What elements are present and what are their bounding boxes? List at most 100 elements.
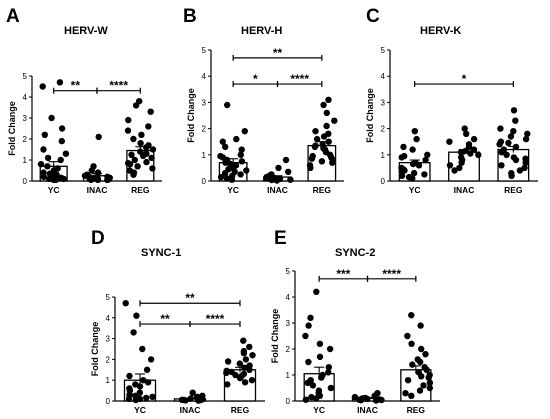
data-point bbox=[262, 175, 270, 182]
y-tick-label: 0 bbox=[23, 177, 28, 186]
data-point bbox=[409, 160, 417, 168]
data-point bbox=[143, 158, 150, 166]
significance-label: **** bbox=[290, 72, 309, 86]
y-tick-label: 1 bbox=[286, 371, 291, 380]
y-tick-label: 1 bbox=[23, 156, 28, 165]
x-tick-label: YC bbox=[227, 185, 239, 195]
data-point bbox=[52, 176, 59, 184]
data-point bbox=[182, 397, 189, 404]
data-point bbox=[287, 176, 294, 183]
data-point bbox=[416, 387, 424, 394]
x-tick-label: YC bbox=[48, 185, 60, 195]
data-point bbox=[327, 384, 335, 392]
data-point bbox=[58, 125, 66, 132]
data-point bbox=[308, 393, 315, 401]
data-point bbox=[498, 162, 505, 169]
y-tick-label: 2 bbox=[23, 135, 28, 144]
data-point bbox=[512, 143, 520, 151]
data-point bbox=[131, 156, 138, 164]
data-point bbox=[122, 300, 129, 307]
data-point bbox=[222, 159, 229, 166]
data-point bbox=[223, 369, 230, 377]
data-point bbox=[232, 371, 239, 379]
data-point bbox=[508, 172, 515, 179]
panel-letter: C bbox=[366, 6, 380, 27]
data-point bbox=[521, 164, 528, 172]
data-point bbox=[312, 128, 319, 135]
x-tick-label: YC bbox=[313, 405, 325, 415]
x-tick-label: INAC bbox=[87, 185, 108, 195]
data-point bbox=[458, 159, 465, 166]
y-axis-title: Fold Change bbox=[365, 88, 375, 143]
data-point bbox=[308, 155, 316, 162]
significance-label: **** bbox=[382, 267, 401, 281]
significance-label: ** bbox=[273, 46, 283, 60]
panel-letter: B bbox=[183, 6, 197, 27]
y-tick-label: 0 bbox=[381, 177, 386, 186]
data-point bbox=[58, 137, 65, 145]
y-tick-label: 5 bbox=[286, 267, 291, 276]
data-point bbox=[409, 146, 416, 153]
data-point bbox=[398, 154, 405, 161]
data-point bbox=[48, 114, 55, 122]
data-point bbox=[41, 131, 48, 138]
data-point bbox=[246, 366, 253, 373]
data-point bbox=[320, 101, 327, 109]
data-point bbox=[413, 135, 420, 143]
data-point bbox=[147, 356, 155, 363]
data-point bbox=[40, 146, 47, 153]
data-point bbox=[246, 343, 253, 351]
data-point bbox=[418, 345, 425, 353]
data-point bbox=[451, 167, 458, 174]
data-point bbox=[316, 353, 324, 360]
data-point bbox=[318, 158, 326, 165]
data-point bbox=[372, 397, 380, 404]
data-point bbox=[237, 171, 244, 178]
data-point bbox=[124, 127, 132, 134]
data-point bbox=[149, 146, 157, 153]
y-tick-label: 1 bbox=[106, 376, 111, 385]
data-point bbox=[309, 382, 317, 389]
y-tick-label: 3 bbox=[381, 98, 386, 107]
y-tick-label: 4 bbox=[106, 314, 111, 323]
significance-label: ** bbox=[71, 79, 81, 93]
data-point bbox=[325, 96, 332, 104]
panel-title: HERV-H bbox=[241, 25, 282, 37]
x-tick-label: REG bbox=[231, 405, 250, 415]
data-point bbox=[422, 351, 429, 358]
data-point bbox=[357, 397, 365, 404]
y-axis-title: Fold Change bbox=[7, 101, 17, 156]
data-point bbox=[524, 130, 531, 137]
data-point bbox=[40, 173, 47, 180]
data-point bbox=[134, 163, 141, 170]
data-point bbox=[140, 152, 147, 159]
data-point bbox=[282, 156, 290, 164]
data-point bbox=[411, 128, 418, 135]
significance-label: **** bbox=[109, 79, 128, 93]
data-point bbox=[318, 374, 325, 381]
data-point bbox=[510, 107, 518, 114]
data-point bbox=[195, 397, 202, 404]
data-point bbox=[125, 395, 133, 403]
y-tick-label: 2 bbox=[202, 125, 207, 134]
data-point bbox=[126, 161, 134, 168]
data-point bbox=[415, 162, 423, 169]
data-point bbox=[323, 122, 330, 130]
data-point bbox=[149, 165, 156, 172]
data-point bbox=[143, 394, 150, 402]
y-tick-label: 5 bbox=[202, 46, 207, 55]
data-point bbox=[426, 384, 433, 392]
data-point bbox=[221, 169, 229, 177]
data-point bbox=[128, 151, 135, 158]
data-point bbox=[422, 156, 429, 164]
data-point bbox=[56, 79, 64, 86]
data-point bbox=[512, 117, 519, 124]
data-point bbox=[446, 162, 454, 169]
y-tick-label: 1 bbox=[202, 151, 207, 160]
x-tick-label: YC bbox=[134, 405, 146, 415]
data-point bbox=[143, 366, 151, 373]
significance-label: ** bbox=[185, 291, 195, 305]
data-point bbox=[241, 379, 249, 386]
